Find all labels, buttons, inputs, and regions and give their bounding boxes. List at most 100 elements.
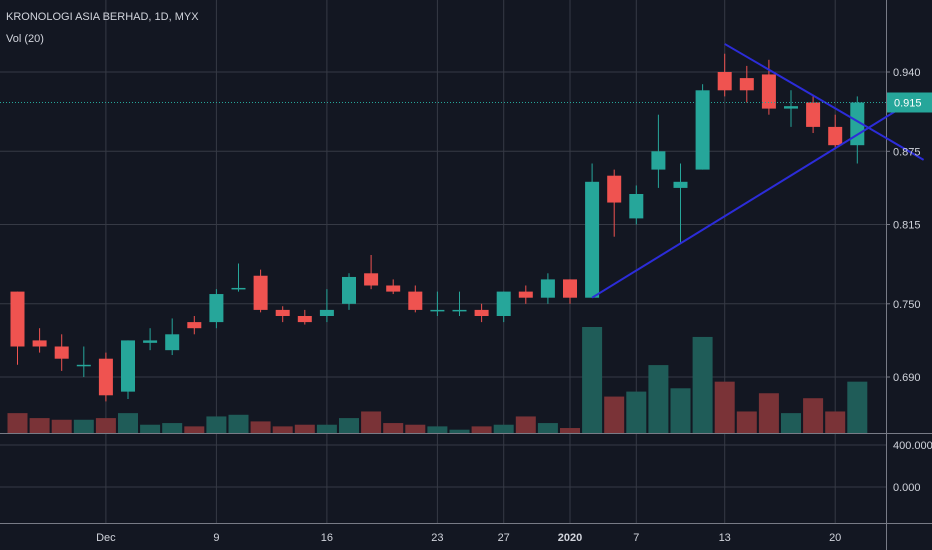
volume-bar <box>515 416 536 433</box>
candle-body <box>121 340 135 392</box>
volume-bar <box>560 428 580 433</box>
volume-bar <box>228 414 249 433</box>
volume-bar <box>7 413 28 433</box>
volume-bar <box>604 396 625 433</box>
candle-body <box>784 106 798 109</box>
candle-body <box>98 358 113 396</box>
symbol-title: KRONOLOGI ASIA BERHAD, 1D, MYX <box>6 11 199 23</box>
time-tick-label: 7 <box>633 532 639 544</box>
time-tick-label: 9 <box>213 532 219 544</box>
volume-bar <box>427 426 448 433</box>
volume-bar <box>471 426 492 433</box>
volume-bar <box>361 411 382 433</box>
candle-body <box>297 316 312 323</box>
candle-body <box>673 181 688 188</box>
volume-bar <box>383 423 404 433</box>
candle-body <box>143 340 158 343</box>
volume-bar <box>405 424 426 433</box>
candle-body <box>187 322 202 329</box>
chart-legend: KRONOLOGI ASIA BERHAD, 1D, MYX Vol (20) <box>6 10 199 47</box>
candle-body <box>408 291 423 310</box>
candle-body <box>761 74 776 109</box>
candle-body <box>319 309 334 316</box>
volume-bar <box>758 393 779 433</box>
candle-body <box>828 126 843 146</box>
volume-bar <box>250 421 271 433</box>
volume-bar <box>537 423 558 433</box>
candle-body <box>231 287 246 290</box>
time-tick-label: 27 <box>498 532 510 544</box>
volume-bar <box>582 327 603 433</box>
volume-bar <box>692 336 713 433</box>
volume-bar <box>316 424 337 433</box>
candle-body <box>806 102 821 127</box>
trendlines[interactable] <box>591 43 925 299</box>
candle-body <box>76 364 91 367</box>
time-tick-label: 16 <box>321 532 333 544</box>
volume-bar <box>118 413 138 433</box>
volume-bar <box>339 418 359 433</box>
volume-bar <box>140 424 161 433</box>
candle-body <box>452 309 467 312</box>
price-tick-label: 0.750 <box>893 299 921 311</box>
last-price-tag-label: 0.915 <box>894 98 922 110</box>
volume-bar <box>206 416 227 433</box>
volume-bar <box>714 381 735 433</box>
volume-bar <box>825 411 846 433</box>
trendline <box>724 43 925 161</box>
time-tick-label: Dec <box>96 532 116 544</box>
volume-bar <box>162 423 183 433</box>
volume-tick-label: 0.000 <box>893 482 921 494</box>
volume-bar <box>736 411 757 433</box>
candlesticks <box>10 53 865 402</box>
volume-bar <box>95 418 116 433</box>
candle-body <box>430 309 445 312</box>
time-tick-label: 2020 <box>558 532 582 544</box>
candle-body <box>275 309 290 316</box>
volume-bar <box>670 388 691 433</box>
candle-body <box>739 78 754 91</box>
candle-body <box>474 309 489 316</box>
candle-body <box>165 334 180 351</box>
volume-bar <box>449 429 470 433</box>
time-tick-label: 23 <box>431 532 443 544</box>
candle-body <box>540 279 555 298</box>
volume-bar <box>29 418 50 433</box>
candle-body <box>651 151 666 170</box>
candle-body <box>850 102 865 146</box>
chart-axes[interactable]: 0.690 0.750 0.815 0.875 0.940 0.000 400.000 Dec… <box>96 67 932 544</box>
volume-bar <box>626 391 647 433</box>
volume-tick-label: 400.000 <box>893 440 932 452</box>
volume-bar <box>294 424 315 433</box>
candle-body <box>518 291 533 298</box>
price-tick-label: 0.875 <box>893 146 921 158</box>
price-tick-label: 0.815 <box>893 220 921 232</box>
candle-body <box>54 346 69 359</box>
time-tick-label: 20 <box>829 532 841 544</box>
candle-body <box>386 285 401 292</box>
candle-body <box>10 291 25 347</box>
time-tick-label: 13 <box>719 532 731 544</box>
candle-body <box>253 275 268 310</box>
price-tick-label: 0.690 <box>893 372 921 384</box>
candle-body <box>717 72 732 91</box>
candle-body <box>32 340 47 347</box>
volume-bar <box>73 419 94 433</box>
candle-body <box>629 194 644 219</box>
candle-body <box>209 294 224 323</box>
volume-indicator-label[interactable]: Vol (20) <box>6 33 44 45</box>
volume-bar <box>847 381 868 433</box>
volume-bar <box>272 426 293 433</box>
volume-bars <box>7 327 868 433</box>
candle-body <box>496 291 511 316</box>
last-price-tag <box>887 92 932 113</box>
candle-body <box>364 273 379 286</box>
volume-bar <box>781 413 801 433</box>
volume-bar <box>648 365 669 433</box>
volume-bar <box>493 424 514 433</box>
volume-bar <box>184 426 205 433</box>
price-tick-label: 0.940 <box>893 67 921 79</box>
candle-body <box>563 279 577 298</box>
